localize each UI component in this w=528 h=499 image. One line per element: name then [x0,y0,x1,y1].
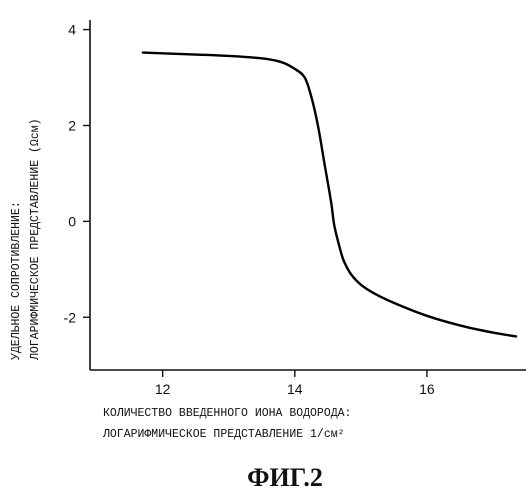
x-axis-label-line-2: ЛОГАРИФМИЧЕСКОЕ ПРЕДСТАВЛЕНИЕ 1/см² [102,428,345,441]
chart-ticks: 12 14 16 4 2 0 -2 [64,22,435,397]
figure-caption: ФИГ.2 [247,463,323,492]
y-axis-label: УДЕЛЬНОЕ СОПРОТИВЛЕНИЕ: ЛОГАРИФМИЧЕСКОЕ … [10,118,42,361]
x-tick-label: 16 [419,381,435,397]
chart-axes [90,20,526,370]
chart-series [143,53,516,337]
x-axis-label-line-1: КОЛИЧЕСТВО ВВЕДЕННОГО ИОНА ВОДОРОДА: [103,407,351,420]
x-tick-label: 12 [155,381,171,397]
y-tick-label: 2 [68,117,76,133]
resistivity-curve [143,53,516,337]
y-axis-label-line-2: ЛОГАРИФМИЧЕСКОЕ ПРЕДСТАВЛЕНИЕ (Ωсм) [29,118,42,361]
y-tick-label: 4 [68,22,76,38]
y-tick-label: 0 [68,213,76,229]
y-axis-label-line-1: УДЕЛЬНОЕ СОПРОТИВЛЕНИЕ: [10,201,23,360]
x-tick-label: 14 [287,381,303,397]
y-tick-label: -2 [64,309,77,325]
